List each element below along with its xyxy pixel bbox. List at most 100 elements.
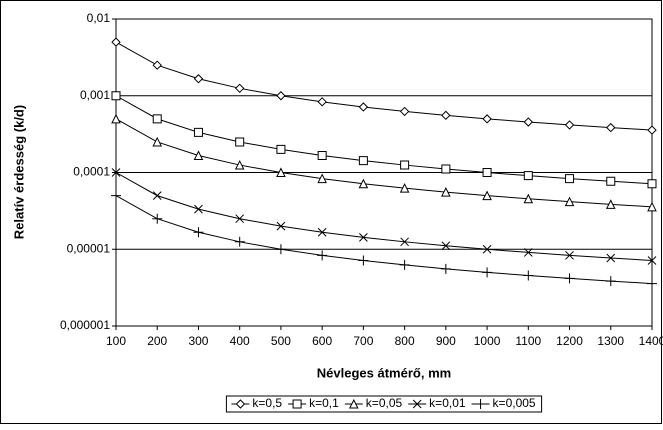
marker <box>348 398 359 409</box>
marker <box>317 150 327 160</box>
legend-box <box>225 395 543 413</box>
marker <box>193 227 204 238</box>
marker <box>399 106 410 117</box>
marker <box>441 186 451 197</box>
marker <box>606 122 616 133</box>
marker <box>193 74 204 84</box>
marker <box>482 168 492 177</box>
marker <box>564 196 575 207</box>
marker <box>647 125 657 135</box>
marker <box>235 137 245 147</box>
marker <box>152 213 163 224</box>
marker <box>234 83 245 94</box>
marker <box>152 191 162 200</box>
x-tick-label: 1300 <box>597 334 624 348</box>
marker <box>606 176 616 186</box>
legend-label: k=0,01 <box>429 396 466 410</box>
legend-label: k=0,05 <box>366 396 403 410</box>
marker <box>152 60 162 70</box>
marker <box>235 214 245 224</box>
marker <box>234 159 245 170</box>
marker <box>276 91 286 101</box>
y-tick-label: 0,00001 <box>67 241 111 255</box>
marker <box>111 168 121 177</box>
x-tick-label: 600 <box>312 334 332 348</box>
marker <box>482 244 492 254</box>
marker <box>564 120 575 130</box>
marker <box>523 248 533 257</box>
marker <box>565 174 575 184</box>
x-tick-label: 800 <box>395 334 415 348</box>
series-line <box>115 195 653 285</box>
x-tick-label: 100 <box>106 334 126 348</box>
marker <box>523 117 534 127</box>
marker <box>358 102 369 112</box>
marker <box>235 399 246 409</box>
marker <box>194 204 203 214</box>
marker <box>234 236 245 247</box>
marker <box>482 114 492 124</box>
marker <box>111 37 121 47</box>
marker <box>647 179 657 189</box>
marker <box>111 113 121 124</box>
legend-label: k=0,1 <box>309 396 339 410</box>
marker <box>606 253 616 263</box>
marker <box>358 178 369 189</box>
marker <box>647 256 657 265</box>
y-tick-label: 0,000001 <box>60 318 110 332</box>
marker <box>317 97 327 107</box>
marker <box>565 250 574 260</box>
marker <box>441 241 451 251</box>
marker <box>647 278 657 289</box>
marker <box>276 167 286 177</box>
marker <box>441 164 451 174</box>
x-tick-label: 500 <box>271 334 291 348</box>
marker <box>564 273 575 284</box>
series-line <box>115 118 653 208</box>
y-axis-title: Relatív érdesség (k/d) <box>11 105 26 239</box>
marker <box>523 171 533 181</box>
marker <box>193 127 203 137</box>
marker <box>399 183 410 193</box>
series-line <box>115 172 653 261</box>
marker <box>317 227 327 237</box>
marker <box>193 150 204 160</box>
marker <box>400 237 409 247</box>
y-tick-label: 0,01 <box>87 11 111 25</box>
x-tick-label: 300 <box>188 334 208 348</box>
marker <box>276 144 286 154</box>
marker <box>441 110 451 121</box>
legend: k=0,5 k=0,1 k=0,05 k=0,01 k=0,005 <box>225 395 543 413</box>
marker <box>358 255 369 266</box>
legend-label: k=0,5 <box>252 396 282 410</box>
marker <box>647 201 657 212</box>
x-tick-label: 900 <box>436 334 456 348</box>
marker <box>482 267 493 278</box>
x-axis-title: Névleges átmérő, mm <box>317 365 451 380</box>
marker <box>412 399 422 409</box>
marker <box>276 221 286 231</box>
x-tick-label: 1100 <box>515 334 541 348</box>
x-tick-label: 1200 <box>556 334 583 348</box>
marker <box>111 190 121 201</box>
marker <box>275 244 286 255</box>
marker <box>317 173 327 184</box>
y-tick-label: 0,0001 <box>73 165 110 179</box>
y-tick-label: 0,001 <box>80 88 110 102</box>
marker <box>605 199 616 209</box>
x-tick-label: 400 <box>230 334 250 348</box>
marker <box>292 399 302 409</box>
marker <box>152 136 163 147</box>
marker <box>605 276 616 287</box>
marker <box>399 259 410 270</box>
marker <box>440 263 451 274</box>
marker <box>317 250 328 261</box>
marker <box>111 91 121 101</box>
marker <box>358 156 368 166</box>
x-tick-label: 700 <box>353 334 373 348</box>
marker <box>400 160 410 170</box>
legend-label: k=0,005 <box>493 396 536 410</box>
series-line <box>115 95 653 185</box>
